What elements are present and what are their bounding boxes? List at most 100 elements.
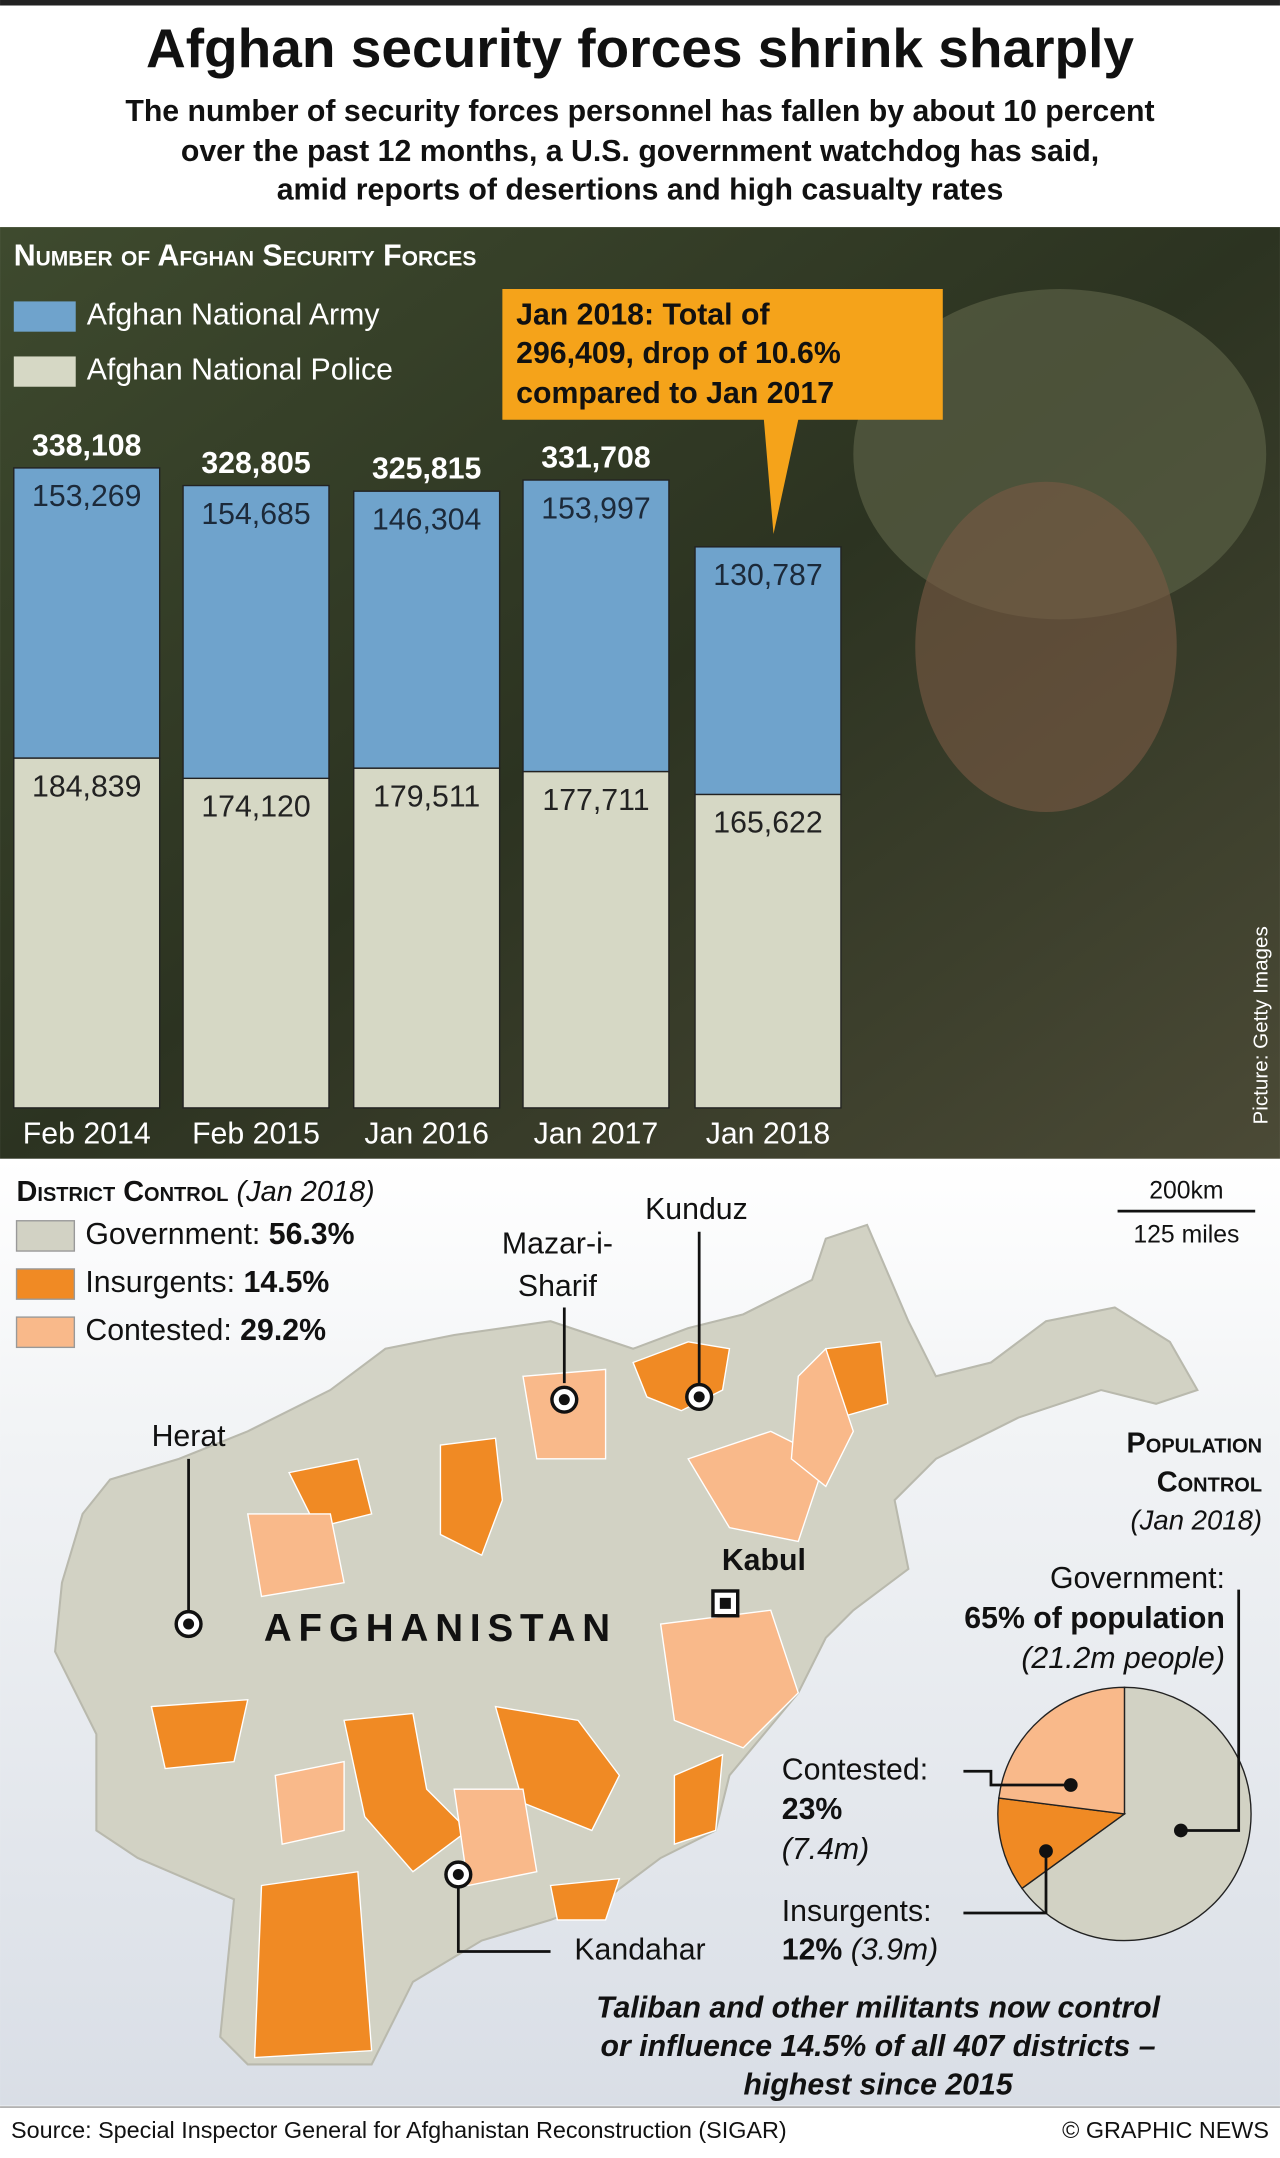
- note: or influence 14.5% of all 407 districts …: [601, 2030, 1156, 2063]
- bar-segment: [13, 757, 161, 1109]
- legend-swatch: [15, 1220, 76, 1252]
- contested-area: [274, 1760, 345, 1846]
- pie-value-label: 12%: [782, 1934, 843, 1967]
- city-label: Mazar-i-: [502, 1228, 613, 1261]
- total-label: 331,708: [541, 441, 650, 474]
- scale-label: 200km: [1149, 1177, 1223, 1204]
- note: Taliban and other militants now control: [596, 1991, 1160, 2024]
- legend-share: 29.2%: [240, 1314, 326, 1347]
- value-label: 154,685: [201, 498, 310, 531]
- city-marker: [719, 1597, 731, 1609]
- chart-title: Number of Afghan Security Forces: [14, 239, 477, 272]
- annotation-box: [502, 289, 943, 534]
- total-label: 328,805: [201, 447, 310, 480]
- legend-item: Government: 56.3%: [85, 1218, 354, 1251]
- x-tick-label: Jan 2016: [364, 1117, 489, 1150]
- leader-dot: [1039, 1844, 1053, 1858]
- total-label: 338,108: [32, 429, 141, 462]
- subtitle: The number of security forces personnel …: [125, 95, 1154, 128]
- legend-name: Government:: [85, 1218, 260, 1251]
- city-label: Herat: [152, 1420, 227, 1453]
- bar-segment: [522, 770, 670, 1109]
- city-label: Kunduz: [645, 1193, 748, 1226]
- bar-segment: [182, 777, 330, 1109]
- legend-swatch: [15, 1316, 76, 1349]
- bar-segment: [353, 490, 501, 769]
- pie-detail: (21.2m people): [1021, 1642, 1225, 1675]
- legend-share: 56.3%: [269, 1218, 355, 1251]
- value-label: 165,622: [713, 807, 822, 840]
- source: Source: Special Inspector General for Af…: [11, 2117, 787, 2143]
- map: [54, 1223, 1199, 2066]
- annotation: Jan 2018: Total of: [516, 299, 770, 332]
- value-label: 184,839: [32, 770, 141, 803]
- pie-value: 12% (3.9m): [782, 1934, 938, 1967]
- legend-swatch: [13, 301, 76, 332]
- legend-item: Contested: 29.2%: [85, 1314, 326, 1347]
- leader-line: [963, 1769, 1071, 1787]
- top-rule: [0, 0, 1280, 6]
- pie-detail: (3.9m): [851, 1934, 938, 1967]
- value-label: 153,269: [32, 480, 141, 513]
- total-label: 325,815: [372, 453, 481, 486]
- pie-detail: (7.4m): [782, 1833, 869, 1866]
- pie-slice: [997, 1797, 1127, 1890]
- contested-area: [790, 1347, 855, 1488]
- leader-line: [963, 1851, 1048, 1915]
- x-tick-label: Jan 2018: [706, 1117, 831, 1150]
- pie-label: Government:: [1050, 1562, 1225, 1595]
- pie-title: Population: [1127, 1428, 1263, 1460]
- city-label: Kabul: [722, 1544, 806, 1577]
- pie-title: Control: [1157, 1466, 1262, 1498]
- legend-item: Insurgents: 14.5%: [85, 1266, 329, 1299]
- leader-line: [456, 1888, 551, 1953]
- legend-swatch: [15, 1268, 76, 1300]
- city-label: Sharif: [518, 1270, 598, 1303]
- district-date: (Jan 2018): [237, 1176, 375, 1208]
- value-label: 146,304: [372, 503, 481, 536]
- photo-face: [915, 481, 1177, 813]
- district-heading: District Control (Jan 2018): [17, 1176, 375, 1208]
- subtitle: amid reports of desertions and high casu…: [277, 173, 1004, 206]
- legend-name: Contested:: [85, 1314, 231, 1347]
- country-label: AFGHANISTAN: [264, 1607, 617, 1650]
- contested-area: [246, 1513, 345, 1598]
- pie-label: Contested:: [782, 1753, 928, 1786]
- bar-segment: [522, 479, 670, 773]
- annotation: 296,409, drop of 10.6%: [516, 337, 841, 370]
- contested-area: [659, 1609, 800, 1749]
- legend-share: 14.5%: [244, 1266, 330, 1299]
- x-tick-label: Feb 2015: [192, 1117, 320, 1150]
- city-marker: [558, 1394, 570, 1406]
- pie-date: (Jan 2018): [1131, 1504, 1263, 1535]
- annotation: compared to Jan 2017: [516, 377, 834, 410]
- contested-area: [453, 1788, 538, 1887]
- insurgent-area: [150, 1698, 249, 1770]
- insurgent-area: [494, 1705, 621, 1832]
- city-marker: [452, 1868, 464, 1880]
- insurgent-area: [673, 1753, 724, 1846]
- leader-dot: [1173, 1823, 1188, 1838]
- bar-segment: [182, 484, 330, 780]
- value-label: 130,787: [713, 559, 822, 592]
- photo-credit: Picture: Getty Images: [1250, 926, 1273, 1124]
- legend-label: Afghan National Police: [87, 354, 393, 387]
- x-tick-label: Feb 2014: [23, 1117, 151, 1150]
- city-marker: [183, 1618, 195, 1630]
- header-bg: [0, 0, 1280, 228]
- insurgent-area: [253, 1870, 373, 2059]
- pie-slice: [1021, 1686, 1252, 1942]
- city-marker: [711, 1589, 740, 1618]
- subtitle: over the past 12 months, a U.S. governme…: [181, 135, 1099, 168]
- pie-slice: [998, 1686, 1126, 1815]
- legend-swatch: [13, 356, 76, 387]
- legend-name: Insurgents:: [85, 1266, 235, 1299]
- leader-line: [1180, 1589, 1241, 1832]
- pie-value-label: 23%: [782, 1793, 843, 1826]
- value-label: 174,120: [201, 791, 310, 824]
- insurgent-area: [439, 1437, 504, 1557]
- scale-label: 125 miles: [1133, 1221, 1239, 1248]
- legend-label: Afghan National Army: [87, 299, 381, 332]
- note: highest since 2015: [744, 2068, 1014, 2101]
- title: Afghan security forces shrink sharply: [146, 17, 1134, 79]
